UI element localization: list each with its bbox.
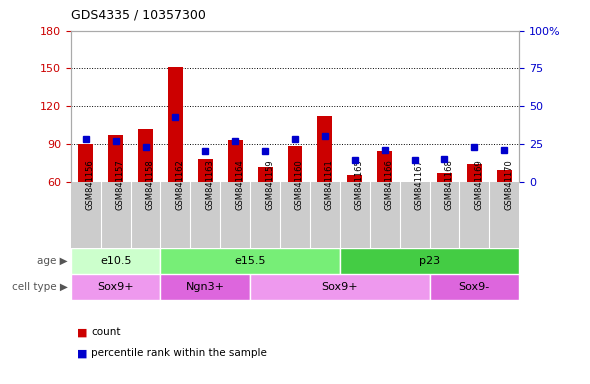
Text: e10.5: e10.5 — [100, 256, 132, 266]
Text: age ▶: age ▶ — [37, 256, 68, 266]
Text: GSM841166: GSM841166 — [385, 159, 394, 210]
Bar — [497, 170, 512, 182]
Bar — [437, 173, 452, 182]
Bar — [340, 248, 519, 273]
Text: count: count — [91, 327, 121, 337]
Bar — [317, 116, 332, 182]
Bar — [258, 167, 273, 182]
Text: p23: p23 — [419, 256, 440, 266]
Text: GSM841165: GSM841165 — [355, 159, 364, 210]
Text: GSM841157: GSM841157 — [116, 159, 124, 210]
Text: Sox9+: Sox9+ — [322, 281, 358, 291]
Bar — [78, 144, 93, 182]
Text: GSM841159: GSM841159 — [265, 160, 274, 210]
Bar — [250, 273, 430, 300]
Bar — [71, 273, 160, 300]
Bar — [168, 67, 183, 182]
Text: GSM841169: GSM841169 — [474, 159, 483, 210]
Text: GSM841163: GSM841163 — [205, 159, 214, 210]
Text: GSM841156: GSM841156 — [86, 159, 95, 210]
Text: GSM841170: GSM841170 — [504, 159, 513, 210]
Text: Sox9-: Sox9- — [459, 281, 490, 291]
Text: GSM841164: GSM841164 — [235, 159, 244, 210]
Text: GSM841162: GSM841162 — [175, 159, 185, 210]
Text: GSM841161: GSM841161 — [325, 159, 334, 210]
Bar — [430, 273, 519, 300]
Text: ■: ■ — [77, 327, 87, 337]
Text: GDS4335 / 10357300: GDS4335 / 10357300 — [71, 8, 206, 21]
Bar — [198, 159, 213, 182]
Bar — [71, 248, 160, 273]
Bar — [287, 146, 303, 182]
Bar — [160, 273, 250, 300]
Bar — [228, 140, 242, 182]
Bar — [160, 248, 340, 273]
Bar — [377, 151, 392, 182]
Text: GSM841160: GSM841160 — [295, 159, 304, 210]
Text: GSM841158: GSM841158 — [146, 159, 155, 210]
Bar — [348, 175, 362, 182]
Text: GSM841167: GSM841167 — [415, 159, 424, 210]
Bar — [108, 135, 123, 182]
Text: Sox9+: Sox9+ — [97, 281, 134, 291]
Bar — [467, 164, 482, 182]
Text: percentile rank within the sample: percentile rank within the sample — [91, 348, 267, 358]
Text: cell type ▶: cell type ▶ — [12, 281, 68, 291]
Text: ■: ■ — [77, 348, 87, 358]
Text: Ngn3+: Ngn3+ — [186, 281, 225, 291]
Text: e15.5: e15.5 — [234, 256, 266, 266]
Bar — [138, 129, 153, 182]
Text: GSM841168: GSM841168 — [444, 159, 454, 210]
